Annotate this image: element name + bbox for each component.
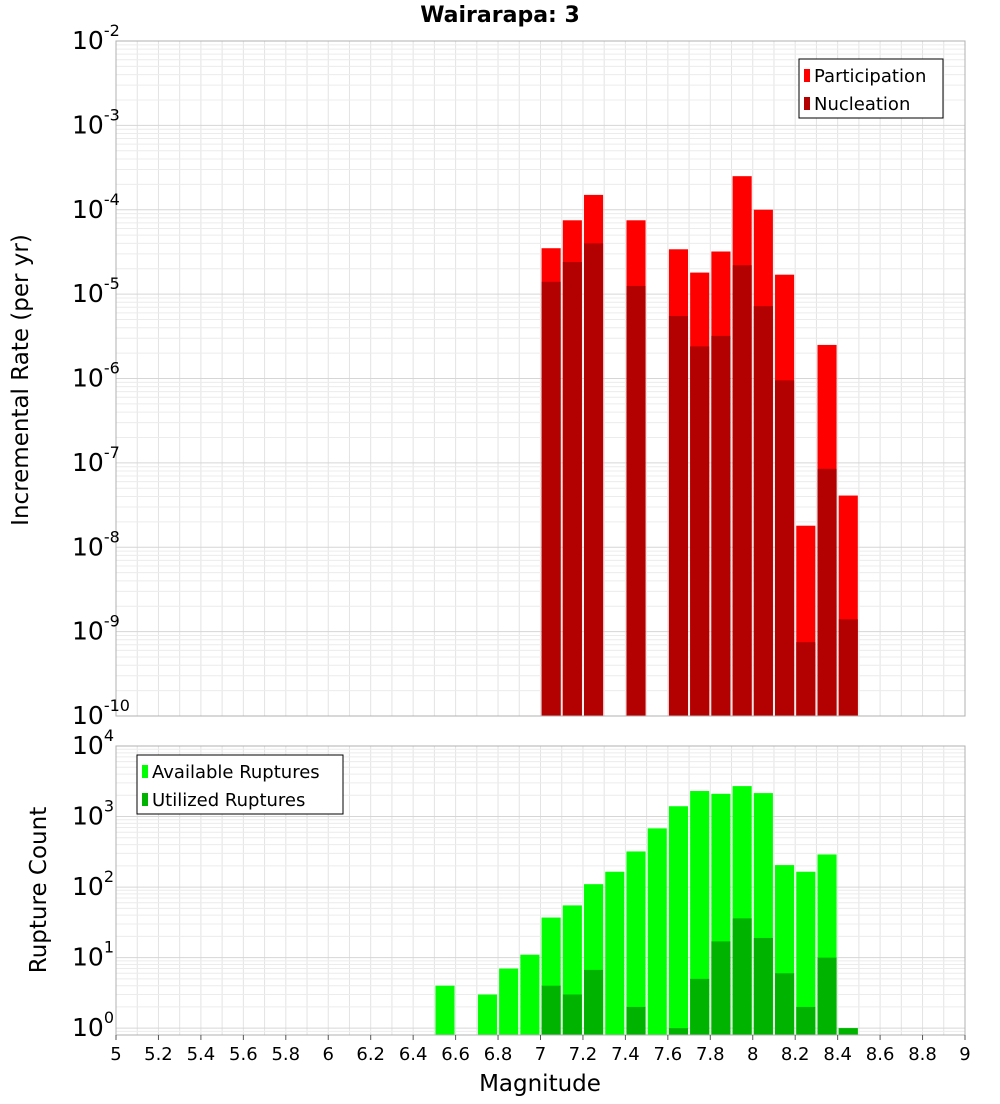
- count-y-tick-label: 104: [72, 726, 114, 760]
- count-x-tick-label: 8.4: [823, 1044, 852, 1065]
- rate-axis-label: Incremental Rate (per yr): [8, 234, 34, 526]
- count-x-tick-label: 5.4: [187, 1044, 216, 1065]
- rate-bar: [711, 335, 731, 716]
- count-x-tick-label: 8.2: [781, 1044, 810, 1065]
- count-legend-label: Available Ruptures: [152, 762, 320, 783]
- rate-y-tick-label: 10-9: [72, 612, 120, 646]
- count-bar: [838, 1028, 858, 1035]
- rate-series-1: [541, 243, 858, 717]
- rate-y-tick-label: 10-5: [72, 274, 120, 308]
- count-bar: [690, 791, 710, 1035]
- count-bar: [541, 985, 561, 1035]
- count-bar: [499, 968, 519, 1035]
- count-bar: [626, 1006, 646, 1035]
- count-bar: [520, 954, 540, 1035]
- count-bar: [690, 978, 710, 1035]
- count-bar: [668, 806, 689, 1035]
- count-bar: [796, 1006, 816, 1035]
- rate-y-tick-label: 10-2: [72, 21, 120, 55]
- rate-bar: [732, 265, 752, 716]
- count-x-tick-label: 6.4: [399, 1044, 428, 1065]
- rate-bar: [775, 380, 795, 716]
- count-x-tick-label: 9: [959, 1044, 970, 1065]
- rate-bar: [541, 281, 561, 716]
- rate-grid: [115, 40, 966, 717]
- rate-bar: [584, 243, 604, 717]
- rate-legend: Participation Nucleation: [798, 58, 944, 119]
- count-series-1: [541, 918, 858, 1035]
- count-bar: [711, 941, 731, 1035]
- magnitude-axis-label: Magnitude: [479, 1071, 601, 1097]
- rate-bar: [668, 316, 689, 716]
- rate-legend-swatch: [804, 69, 810, 82]
- count-bar: [775, 973, 795, 1035]
- count-x-tick-label: 6.6: [441, 1044, 470, 1065]
- count-bar: [817, 957, 837, 1035]
- rate-y-tick-label: 10-7: [72, 443, 120, 477]
- rate-y-tick-label: 10-4: [72, 190, 120, 224]
- rate-plot-frame: [115, 40, 966, 717]
- rate-bar: [838, 619, 858, 716]
- count-x-tick-label: 8.8: [908, 1044, 937, 1065]
- rate-bar: [817, 468, 837, 716]
- count-y-tick-label: 101: [72, 938, 114, 972]
- count-panel: 100 101 102 103 104 5 5.2 5.4 5.6 5.8 6 6.2 6.4 6.6 6.…: [72, 726, 971, 1065]
- rate-legend-label: Participation: [814, 66, 926, 87]
- count-x-tick-label: 5: [110, 1044, 121, 1065]
- count-legend-box: [136, 754, 344, 815]
- rate-bar: [753, 306, 773, 716]
- rate-y-tick-label: 10-6: [72, 359, 120, 393]
- count-bar: [753, 937, 773, 1035]
- count-y-tick-label: 103: [72, 797, 114, 831]
- count-x-tick-label: 5.2: [144, 1044, 173, 1065]
- rate-bar: [690, 346, 710, 716]
- rate-legend-swatch: [804, 97, 810, 110]
- count-x-tick-label: 7.4: [611, 1044, 640, 1065]
- count-bar: [562, 994, 582, 1035]
- count-x-tick-label: 8: [747, 1044, 758, 1065]
- count-legend-label: Utilized Ruptures: [152, 790, 305, 811]
- count-x-tick-label: 5.6: [229, 1044, 258, 1065]
- rate-y-tick-label: 10-10: [72, 696, 130, 730]
- count-y-tick-label: 102: [72, 867, 114, 901]
- count-x-tick-label: 8.6: [866, 1044, 895, 1065]
- count-x-tick-label: 6: [323, 1044, 334, 1065]
- rate-y-tick-label: 10-3: [72, 105, 120, 139]
- count-bar: [605, 871, 625, 1035]
- count-legend-swatch: [142, 765, 148, 778]
- count-x-ticks: 5 5.2 5.4 5.6 5.8 6 6.2 6.4 6.6 6.8 7 7.2 7.4 7.6 7.8 8…: [110, 1035, 971, 1065]
- count-x-tick-label: 5.8: [271, 1044, 300, 1065]
- count-legend: Available Ruptures Utilized Ruptures: [136, 754, 344, 815]
- count-y-ticks: 100 101 102 103 104: [72, 726, 114, 1042]
- count-bar: [732, 918, 752, 1035]
- count-bar: [668, 1028, 689, 1035]
- rate-bar: [626, 285, 646, 716]
- count-x-tick-label: 7.6: [654, 1044, 683, 1065]
- rate-bar: [562, 262, 582, 716]
- count-bar: [435, 985, 455, 1035]
- count-x-tick-label: 6.2: [356, 1044, 385, 1065]
- rate-y-ticks: 10-10 10-9 10-8 10-7 10-6 10-5 10-4 10-3 10-2: [72, 21, 130, 730]
- count-x-tick-label: 7: [535, 1044, 546, 1065]
- count-x-tick-label: 6.8: [484, 1044, 513, 1065]
- rate-panel: 10-10 10-9 10-8 10-7 10-6 10-5 10-4 10-3 10-2 Par…: [72, 21, 966, 730]
- count-bar: [584, 969, 604, 1035]
- chart-title: Wairarapa: 3: [420, 3, 580, 28]
- rate-legend-label: Nucleation: [814, 94, 910, 115]
- count-bar: [796, 871, 816, 1035]
- rate-bar: [796, 642, 816, 716]
- count-x-tick-label: 7.2: [569, 1044, 598, 1065]
- count-axis-label: Rupture Count: [26, 807, 52, 973]
- count-x-tick-label: 7.8: [696, 1044, 725, 1065]
- rate-legend-box: [798, 58, 944, 119]
- count-bar: [626, 851, 646, 1035]
- count-bar: [477, 994, 497, 1035]
- rate-y-tick-label: 10-8: [72, 527, 120, 561]
- count-y-tick-label: 100: [72, 1008, 114, 1042]
- count-bar: [647, 828, 667, 1035]
- count-legend-swatch: [142, 793, 148, 806]
